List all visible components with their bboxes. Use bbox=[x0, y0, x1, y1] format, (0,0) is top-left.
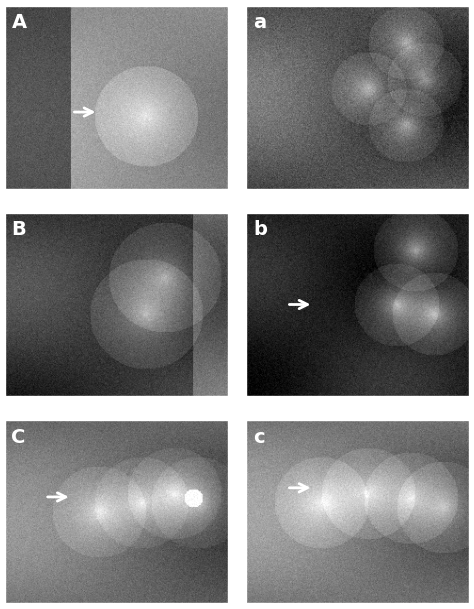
Text: A: A bbox=[11, 13, 27, 32]
Text: c: c bbox=[253, 428, 265, 446]
Text: C: C bbox=[11, 428, 26, 446]
Text: a: a bbox=[253, 13, 266, 32]
Text: b: b bbox=[253, 220, 267, 239]
Text: B: B bbox=[11, 220, 26, 239]
